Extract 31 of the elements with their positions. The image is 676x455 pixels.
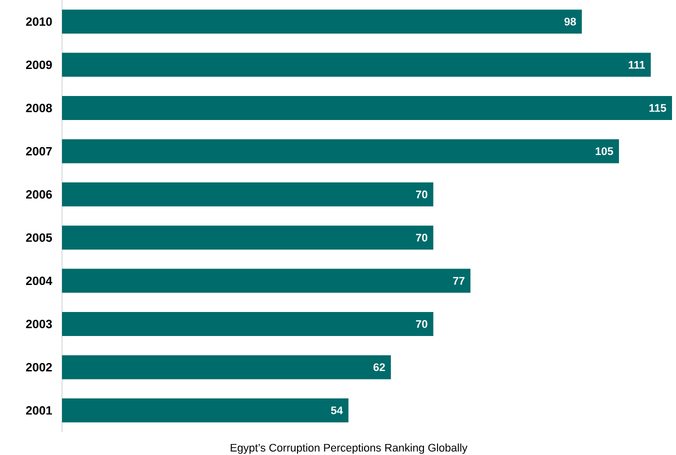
bar <box>62 355 391 380</box>
data-label: 98 <box>564 18 576 26</box>
bar <box>62 139 619 164</box>
data-label: 115 <box>649 104 666 112</box>
data-label: 70 <box>416 190 428 198</box>
bar <box>62 268 470 293</box>
y-tick-label: 2003 <box>26 320 52 328</box>
data-label: 70 <box>416 234 428 242</box>
bar <box>62 96 672 120</box>
data-label: 111 <box>628 61 645 69</box>
bar <box>62 398 348 422</box>
y-tick-label: 2006 <box>26 190 52 199</box>
y-tick-label: 2001 <box>26 406 52 415</box>
y-tick-label: 2007 <box>26 146 52 156</box>
data-label: 54 <box>331 406 343 414</box>
y-tick-label: 2008 <box>26 104 52 112</box>
data-label: 77 <box>453 277 464 285</box>
bar <box>62 312 434 336</box>
y-tick-label: 2004 <box>26 276 52 286</box>
y-tick-label: 2009 <box>26 60 52 70</box>
x-axis-title: Egypt’s Corruption Perceptions Ranking Globally <box>230 444 468 454</box>
bar <box>62 226 434 250</box>
bar <box>62 52 651 77</box>
data-label: 70 <box>416 320 428 328</box>
y-tick-label: 2010 <box>26 17 52 26</box>
y-tick-label: 2005 <box>26 233 52 242</box>
bar <box>62 182 434 206</box>
data-label: 62 <box>374 363 385 372</box>
bar <box>62 10 582 34</box>
data-label: 105 <box>596 147 614 156</box>
y-tick-label: 2002 <box>26 362 52 372</box>
